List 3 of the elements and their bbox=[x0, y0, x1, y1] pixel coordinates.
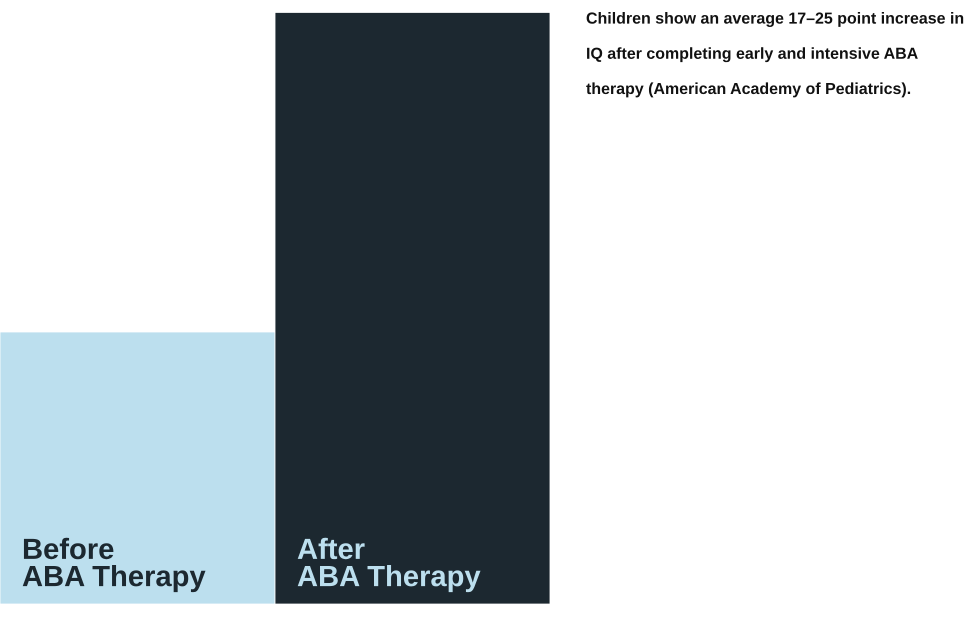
x-tick-label: After ABA Therapy bbox=[298, 538, 481, 592]
text: Children show an average 17–25 point increase in IQ after completing early and intensive ABA therapy (American Academy of Pediatrics). bbox=[586, 12, 964, 98]
x-tick-label: Before ABA Therapy bbox=[22, 538, 206, 592]
